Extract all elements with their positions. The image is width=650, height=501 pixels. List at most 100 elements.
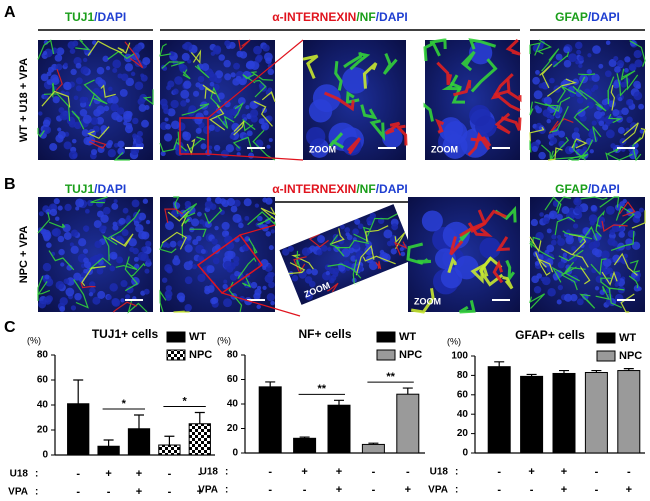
nucleus: [119, 88, 128, 97]
error-bar: [103, 439, 114, 447]
neurite: [260, 206, 277, 220]
nucleus: [93, 108, 101, 117]
header-part: α-INTERNEXIN: [272, 10, 356, 24]
nucleus: [247, 152, 255, 159]
nucleus: [184, 276, 193, 285]
row-label: U18: [10, 469, 29, 480]
nucleus: [63, 81, 72, 91]
neurite: [500, 116, 522, 131]
nucleus: [550, 239, 557, 246]
nucleus: [96, 66, 105, 75]
micrograph: [159, 39, 276, 161]
nucleus: [209, 81, 215, 87]
neurite: [547, 147, 563, 161]
nucleus: [38, 211, 44, 217]
nucleus: [243, 198, 252, 207]
neurite: [238, 39, 251, 51]
nucleus: [203, 110, 209, 116]
neurite: [441, 74, 462, 91]
nucleus: [256, 285, 262, 290]
nucleus: [133, 220, 140, 227]
neurite: [130, 262, 146, 277]
nucleus: [213, 144, 221, 152]
nucleus: [206, 265, 215, 274]
nucleus: [79, 109, 88, 117]
nucleus: [169, 51, 175, 57]
nucleus: [59, 305, 66, 312]
nucleus: [68, 120, 77, 128]
nucleus: [549, 137, 558, 145]
neurite: [470, 58, 498, 93]
nucleus: [571, 245, 577, 252]
nucleus: [344, 227, 351, 233]
nucleus: [59, 111, 69, 121]
nucleus: [617, 126, 625, 134]
row-value: +: [405, 484, 411, 496]
neurite: [596, 209, 605, 228]
neurite: [326, 282, 339, 293]
nucleus: [178, 62, 185, 69]
neurite: [468, 38, 497, 50]
nucleus: [70, 68, 77, 76]
error-bar: [164, 435, 175, 445]
nucleus: [265, 231, 271, 237]
nucleus: [49, 142, 58, 151]
nucleus: [624, 67, 629, 73]
nucleus: [212, 257, 220, 265]
row-value: -: [595, 466, 599, 478]
neurite: [347, 137, 361, 155]
row-value: -: [107, 486, 111, 498]
y-tick-label: 0: [462, 448, 468, 459]
nucleus: [258, 118, 265, 125]
nucleus: [270, 300, 275, 306]
nucleus: [164, 117, 169, 122]
legend-label: WT: [189, 331, 206, 343]
nucleus: [254, 55, 262, 63]
neurite: [164, 208, 183, 224]
nucleus: [268, 137, 273, 143]
neurite: [529, 140, 532, 153]
nucleus: [256, 304, 261, 310]
nucleus: [454, 255, 479, 280]
neurite: [544, 196, 562, 214]
row-label: U18: [430, 467, 449, 478]
row-value: -: [268, 466, 272, 478]
nucleus: [90, 117, 99, 125]
nucleus: [330, 274, 337, 281]
row-value: +: [197, 486, 203, 498]
nucleus: [568, 53, 578, 63]
nucleus: [75, 198, 85, 208]
panel-header: TUJ1/DAPI: [65, 10, 126, 24]
nucleus: [554, 111, 560, 117]
zoom-line: [239, 224, 276, 236]
header-part: /DAPI: [588, 10, 620, 24]
neurite: [453, 79, 472, 97]
neurite: [127, 299, 148, 314]
nucleus: [532, 76, 540, 85]
nucleus: [43, 48, 53, 58]
nucleus: [229, 134, 235, 140]
nucleus: [186, 235, 192, 241]
neurite: [493, 89, 521, 112]
nucleus: [479, 237, 501, 259]
nucleus: [268, 281, 275, 289]
nucleus: [57, 131, 66, 139]
nucleus: [56, 47, 65, 56]
row-value: -: [168, 486, 172, 498]
micrograph: [529, 39, 646, 162]
header-part: /NF: [356, 182, 375, 196]
nucleus: [567, 86, 575, 94]
bar: [617, 370, 641, 454]
neurite: [328, 132, 345, 149]
nucleus: [617, 96, 623, 102]
neurite: [124, 41, 144, 69]
neurite: [459, 209, 487, 237]
neurite: [529, 236, 542, 253]
y-tick-label: 0: [42, 450, 48, 461]
zoom-label: ZOOM: [431, 144, 458, 154]
nucleus: [120, 298, 125, 303]
nucleus: [235, 145, 242, 152]
neurite: [616, 73, 628, 97]
nucleus: [558, 130, 566, 138]
nucleus: [197, 273, 206, 283]
